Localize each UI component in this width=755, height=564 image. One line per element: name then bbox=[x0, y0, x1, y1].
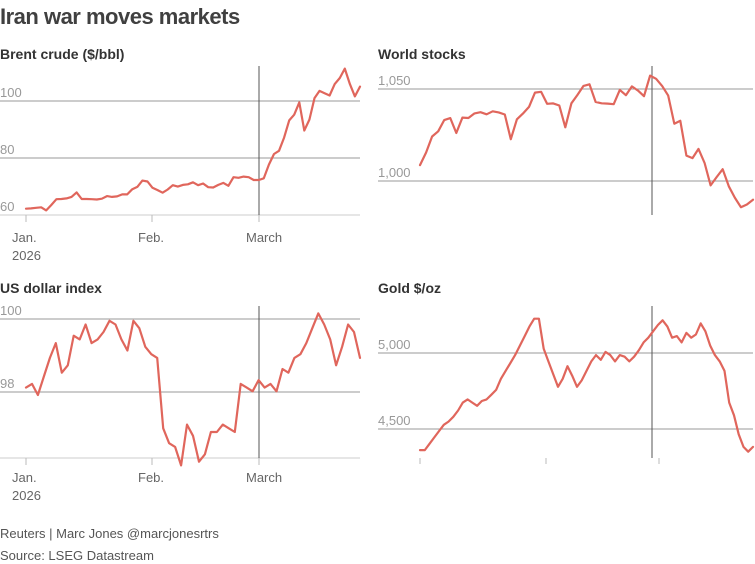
chart-gold: Gold $/oz 5,000 4,500 bbox=[378, 280, 755, 464]
chart-us-dollar-index: US dollar index 100 98 Jan. 2026 Feb. Ma… bbox=[0, 280, 362, 503]
xtick-label-brent-march: March bbox=[246, 230, 282, 245]
ytick-label-dollar-98: 98 bbox=[0, 376, 14, 391]
ytick-label-gold-5000: 5,000 bbox=[378, 337, 411, 352]
xtick-label-dollar-march: March bbox=[246, 470, 282, 485]
chart-world-stocks: World stocks 1,050 1,000 bbox=[378, 46, 755, 215]
line-brent-crude bbox=[24, 67, 362, 212]
ytick-label-brent-80: 80 bbox=[0, 142, 14, 157]
ytick-label-brent-60: 60 bbox=[0, 199, 14, 214]
xtick-label-dollar-feb: Feb. bbox=[138, 470, 164, 485]
ytick-label-gold-4500: 4,500 bbox=[378, 413, 411, 428]
charts-canvas: Brent crude ($/bbl) 100 80 60 Jan. 2026 … bbox=[0, 46, 755, 503]
page-title: Iran war moves markets bbox=[0, 4, 240, 29]
line-world-stocks bbox=[418, 74, 755, 209]
line-us-dollar-index bbox=[24, 312, 362, 467]
line-gold bbox=[418, 317, 755, 453]
chart-title-world-stocks: World stocks bbox=[378, 46, 466, 62]
footer-source: Source: LSEG Datastream bbox=[0, 548, 154, 563]
ytick-label-stocks-1050: 1,050 bbox=[378, 73, 411, 88]
xtick-label-brent-feb: Feb. bbox=[138, 230, 164, 245]
xtick-label-brent-jan: Jan. bbox=[12, 230, 37, 245]
xtick-label-brent-year: 2026 bbox=[12, 248, 41, 263]
footer-credit: Reuters | Marc Jones @marcjonesrtrs bbox=[0, 526, 219, 541]
ytick-label-brent-100: 100 bbox=[0, 85, 22, 100]
chart-title-us-dollar-index: US dollar index bbox=[0, 280, 102, 296]
xtick-label-dollar-year: 2026 bbox=[12, 488, 41, 503]
ytick-label-stocks-1000: 1,000 bbox=[378, 165, 411, 180]
xtick-label-dollar-jan: Jan. bbox=[12, 470, 37, 485]
ytick-label-dollar-100: 100 bbox=[0, 303, 22, 318]
chart-title-gold: Gold $/oz bbox=[378, 280, 441, 296]
chart-brent-crude: Brent crude ($/bbl) 100 80 60 Jan. 2026 … bbox=[0, 46, 362, 263]
chart-title-brent-crude: Brent crude ($/bbl) bbox=[0, 46, 124, 62]
